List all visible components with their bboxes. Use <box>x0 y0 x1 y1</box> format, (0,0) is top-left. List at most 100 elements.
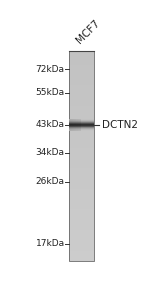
Bar <box>69 242 94 243</box>
Bar <box>69 71 94 72</box>
Bar <box>69 210 94 211</box>
Bar <box>69 190 94 191</box>
Bar <box>69 68 94 69</box>
Bar <box>69 200 94 201</box>
Bar <box>69 169 94 170</box>
Bar <box>69 193 94 194</box>
Bar <box>69 150 94 151</box>
Bar <box>88 118 89 131</box>
Bar <box>69 194 94 195</box>
Bar <box>69 101 94 102</box>
Bar <box>69 227 94 228</box>
Text: 43kDa: 43kDa <box>36 120 65 129</box>
Bar <box>69 73 94 74</box>
Bar <box>69 241 94 242</box>
Bar <box>77 118 78 131</box>
Bar <box>69 53 94 54</box>
Bar <box>69 248 94 249</box>
Bar <box>69 159 94 160</box>
Bar <box>69 231 94 232</box>
Bar <box>69 202 94 203</box>
Bar <box>89 118 90 131</box>
Bar <box>69 172 94 173</box>
Bar <box>69 225 94 226</box>
Bar <box>69 114 94 115</box>
Bar <box>69 230 94 231</box>
Bar <box>69 146 94 147</box>
Bar <box>69 186 94 187</box>
Bar <box>69 89 94 90</box>
Bar <box>69 143 94 144</box>
Bar <box>69 56 94 57</box>
Bar <box>93 118 94 131</box>
Bar <box>69 192 94 193</box>
Bar <box>69 232 94 233</box>
Bar <box>69 130 94 131</box>
Bar <box>69 117 94 118</box>
Bar <box>69 94 94 95</box>
Bar <box>69 151 94 152</box>
Bar <box>85 118 86 131</box>
Bar <box>69 149 94 150</box>
Bar <box>69 105 94 106</box>
Bar <box>69 229 94 230</box>
Bar <box>69 218 94 219</box>
Text: 72kDa: 72kDa <box>36 65 65 74</box>
Bar <box>69 177 94 178</box>
Bar <box>69 59 94 60</box>
Bar <box>69 141 94 142</box>
Bar <box>69 181 94 182</box>
Bar <box>69 147 94 148</box>
Bar <box>69 132 94 133</box>
Bar <box>69 131 94 132</box>
Bar <box>69 124 94 125</box>
Bar <box>69 142 94 143</box>
Bar <box>90 118 91 131</box>
Bar <box>69 58 94 59</box>
Bar <box>69 203 94 204</box>
Bar <box>69 129 94 130</box>
Bar <box>69 116 94 117</box>
Bar <box>69 145 94 146</box>
Bar <box>69 198 94 199</box>
Bar <box>69 83 94 84</box>
Bar <box>69 97 94 98</box>
Bar <box>69 195 94 196</box>
Bar <box>69 233 94 234</box>
Bar <box>69 61 94 62</box>
Bar <box>69 102 94 103</box>
Bar <box>69 75 94 76</box>
Bar <box>69 69 94 70</box>
Bar <box>69 106 94 107</box>
Bar <box>69 103 94 104</box>
Bar <box>74 118 75 131</box>
Bar <box>69 93 94 94</box>
Bar <box>69 228 94 229</box>
Bar <box>69 258 94 259</box>
Bar <box>69 54 94 55</box>
Bar <box>69 197 94 198</box>
Bar <box>69 187 94 188</box>
Bar <box>69 236 94 237</box>
Bar <box>69 154 94 155</box>
Bar <box>69 66 94 67</box>
Bar <box>69 51 94 261</box>
Bar <box>69 240 94 241</box>
Bar <box>69 109 94 110</box>
Bar <box>69 164 94 165</box>
Bar <box>69 148 94 149</box>
Bar <box>69 144 94 145</box>
Bar <box>69 174 94 175</box>
Bar <box>69 254 94 255</box>
Bar <box>69 121 94 122</box>
Bar <box>69 235 94 236</box>
Bar <box>69 85 94 86</box>
Bar <box>71 118 72 131</box>
Bar <box>69 160 94 161</box>
Bar <box>69 237 94 238</box>
Bar <box>69 244 94 245</box>
Bar <box>69 115 94 116</box>
Bar <box>69 111 94 112</box>
Bar <box>69 156 94 157</box>
Bar <box>69 139 94 140</box>
